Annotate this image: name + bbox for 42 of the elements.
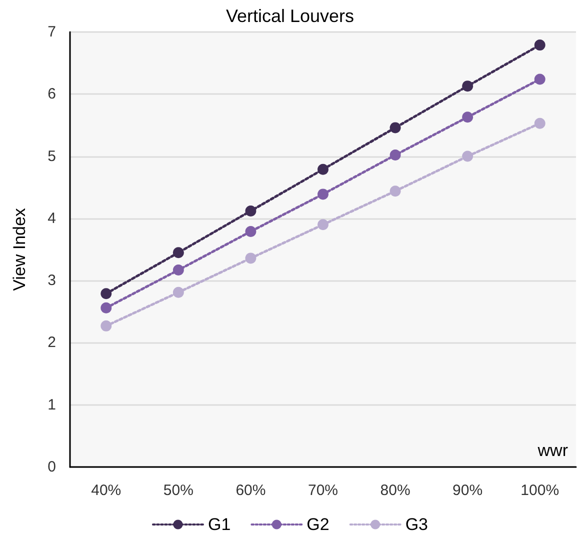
x-tick-label: 50% bbox=[163, 482, 194, 499]
point bbox=[534, 74, 546, 85]
x-tick-label: 90% bbox=[452, 482, 483, 499]
point bbox=[172, 286, 184, 298]
y-tick-label: 3 bbox=[48, 272, 56, 290]
y-tick-label: 5 bbox=[48, 148, 56, 165]
point bbox=[318, 219, 328, 230]
y-tick-label: 2 bbox=[48, 334, 56, 352]
point bbox=[462, 112, 474, 123]
legend-label: G2 bbox=[306, 515, 330, 534]
point bbox=[245, 226, 256, 237]
y-tick-label: 4 bbox=[48, 210, 56, 227]
legend-label: G1 bbox=[208, 515, 231, 534]
point bbox=[245, 205, 256, 216]
x-tick-label: 60% bbox=[236, 482, 266, 499]
point bbox=[462, 150, 474, 162]
point bbox=[172, 264, 184, 276]
y-axis-title: View Index bbox=[10, 208, 29, 291]
x-tick-label: 80% bbox=[380, 482, 410, 499]
legend-label: G3 bbox=[405, 515, 428, 534]
point bbox=[390, 122, 401, 134]
point bbox=[245, 252, 256, 264]
point bbox=[172, 247, 184, 258]
point bbox=[534, 40, 546, 51]
x-tick-label: 40% bbox=[91, 482, 122, 499]
y-tick-label: 0 bbox=[48, 458, 56, 476]
point bbox=[534, 118, 546, 129]
point bbox=[100, 288, 112, 300]
point bbox=[318, 188, 328, 200]
point bbox=[390, 150, 401, 161]
x-axis-title: wwr bbox=[536, 441, 568, 460]
point bbox=[100, 320, 112, 332]
y-tick-label: 7 bbox=[48, 24, 56, 40]
point bbox=[100, 302, 112, 314]
point bbox=[390, 186, 401, 197]
point bbox=[318, 164, 328, 175]
point bbox=[462, 80, 474, 92]
y-tick-label: 6 bbox=[48, 86, 56, 103]
y-tick-label: 1 bbox=[48, 396, 56, 414]
x-tick-label: 100% bbox=[520, 482, 560, 499]
x-tick-label: 70% bbox=[308, 482, 338, 499]
chart-title: Vertical Louvers bbox=[226, 6, 354, 26]
